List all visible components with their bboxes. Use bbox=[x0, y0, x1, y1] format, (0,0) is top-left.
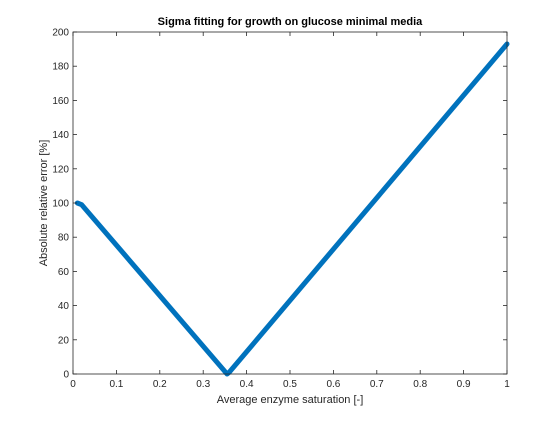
y-tick-label: 180 bbox=[52, 62, 69, 73]
x-tick-label: 0.6 bbox=[326, 379, 340, 390]
y-tick-label: 160 bbox=[52, 96, 69, 107]
y-tick-label: 20 bbox=[58, 335, 70, 346]
y-tick-label: 100 bbox=[52, 199, 69, 210]
y-tick-label: 140 bbox=[52, 130, 69, 141]
x-tick-label: 0.2 bbox=[153, 379, 167, 390]
chart-title: Sigma fitting for growth on glucose mini… bbox=[158, 16, 424, 28]
x-tick-label: 0.5 bbox=[283, 379, 297, 390]
x-tick-label: 0.1 bbox=[109, 379, 123, 390]
x-axis-label: Average enzyme saturation [-] bbox=[217, 394, 364, 406]
x-tick-label: 0.8 bbox=[413, 379, 427, 390]
x-tick-label: 1 bbox=[504, 379, 510, 390]
y-axis: 0 20 40 60 80 100 120 140 160 180 200 bbox=[52, 28, 507, 381]
y-tick-label: 0 bbox=[63, 370, 69, 381]
y-tick-label: 200 bbox=[52, 28, 69, 39]
x-tick-label: 0 bbox=[70, 379, 76, 390]
y-axis-label: Absolute relative error [%] bbox=[38, 140, 50, 267]
y-tick-label: 120 bbox=[52, 164, 69, 175]
y-tick-label: 80 bbox=[58, 233, 70, 244]
plot-area bbox=[73, 32, 507, 374]
y-tick-label: 60 bbox=[58, 267, 70, 278]
x-axis: 0 0.1 0.2 0.3 0.4 0.5 0.6 0.7 0.8 0.9 1 bbox=[70, 32, 510, 390]
x-tick-label: 0.7 bbox=[370, 379, 384, 390]
x-tick-label: 0.9 bbox=[457, 379, 471, 390]
y-tick-label: 40 bbox=[58, 301, 70, 312]
x-tick-label: 0.4 bbox=[240, 379, 254, 390]
x-tick-label: 0.3 bbox=[196, 379, 210, 390]
